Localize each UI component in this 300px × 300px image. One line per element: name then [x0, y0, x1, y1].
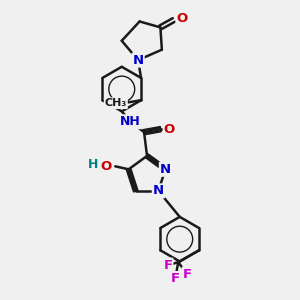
Text: F: F: [183, 268, 192, 281]
Text: F: F: [171, 272, 180, 285]
Text: O: O: [164, 123, 175, 136]
Text: H: H: [88, 158, 98, 171]
Text: O: O: [101, 160, 112, 173]
Text: N: N: [160, 163, 171, 176]
Text: O: O: [176, 12, 188, 25]
Text: F: F: [163, 259, 172, 272]
Text: CH₃: CH₃: [105, 98, 127, 108]
Text: N: N: [133, 54, 144, 67]
Text: NH: NH: [120, 115, 141, 128]
Text: N: N: [153, 184, 164, 197]
